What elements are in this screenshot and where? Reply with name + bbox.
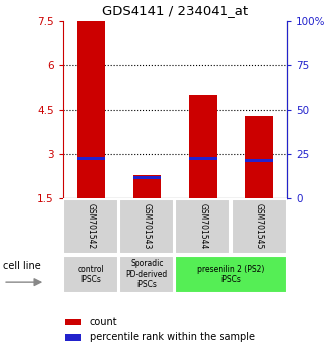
Bar [176,256,286,293]
Text: cell line: cell line [3,261,41,271]
Bar [133,175,161,198]
Bar [176,199,230,254]
Text: count: count [90,317,117,327]
Text: GSM701542: GSM701542 [86,204,95,250]
Bar [77,156,105,160]
Bar [119,256,174,293]
Bar [189,156,217,160]
Text: Sporadic
PD-derived
iPSCs: Sporadic PD-derived iPSCs [126,259,168,289]
Bar [65,334,81,341]
Bar [63,256,118,293]
Text: percentile rank within the sample: percentile rank within the sample [90,332,255,342]
Text: presenilin 2 (PS2)
iPSCs: presenilin 2 (PS2) iPSCs [197,265,265,284]
Bar [232,199,286,254]
Bar [77,21,105,198]
Bar [63,199,118,254]
Text: GSM701545: GSM701545 [254,203,264,250]
Title: GDS4141 / 234041_at: GDS4141 / 234041_at [102,4,248,17]
Text: control
IPSCs: control IPSCs [77,265,104,284]
Bar [245,159,273,162]
Text: GSM701544: GSM701544 [198,203,208,250]
Text: GSM701543: GSM701543 [142,203,151,250]
Bar [133,176,161,179]
Bar [119,199,174,254]
Bar [65,319,81,325]
Bar [189,95,217,198]
Bar [245,116,273,198]
